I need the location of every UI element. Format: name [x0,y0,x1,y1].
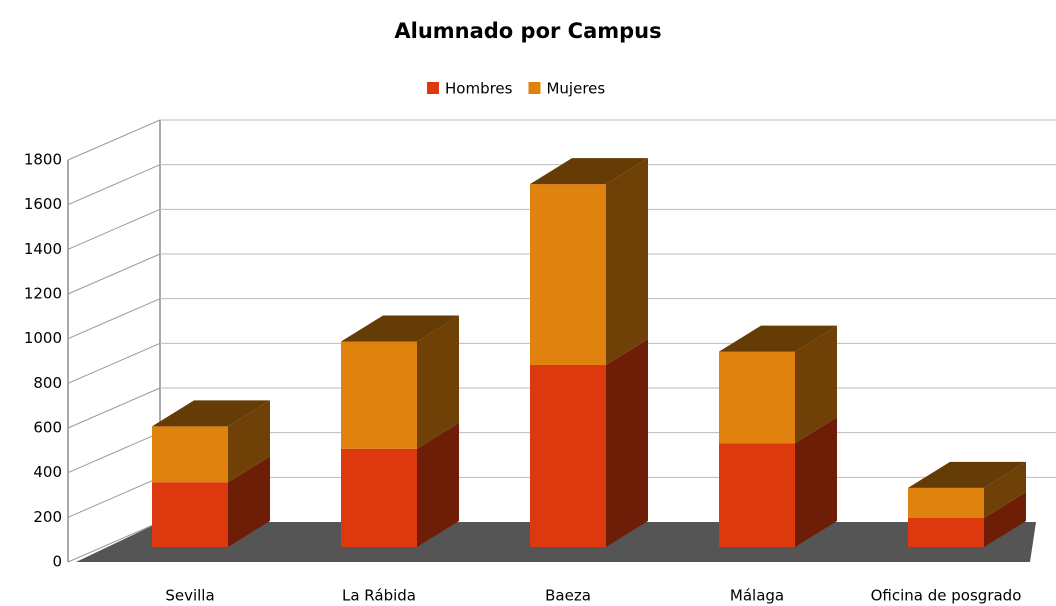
bar [341,448,417,547]
bar-side [417,422,459,547]
bar [530,184,606,365]
bar-side [228,456,270,547]
grid-line-side [67,521,161,563]
grid-line-side [67,476,161,518]
bar-side [228,400,270,483]
bar-side [795,417,837,547]
x-tick-label: Sevilla [165,587,214,605]
y-tick-label: 1200 [24,285,62,303]
y-tick-label: 1400 [24,240,62,258]
chart-title: Alumnado por Campus [394,19,661,43]
bar-top [341,315,459,342]
bar-top [719,325,837,352]
y-tick-label: 800 [33,374,62,392]
grid-line-side [67,387,161,429]
bar-top [530,158,648,185]
grid-line-side [67,164,161,206]
y-tick-label: 1600 [24,195,62,213]
bar-side [984,461,1026,518]
y-tick-label: 200 [33,508,62,526]
x-tick-label: Baeza [545,587,591,605]
y-tick-label: 1000 [24,329,62,347]
bar-side [606,338,648,547]
grid-line-side [67,253,161,295]
x-tick-label: Oficina de posgrado [871,587,1022,605]
bar [341,341,417,449]
grid-line-side [67,208,161,250]
y-tick-label: 1800 [24,151,62,169]
grid-line-side [67,298,161,340]
legend-swatch [427,82,439,94]
bar [908,517,984,547]
y-tick-label: 600 [33,419,62,437]
bar [908,487,984,518]
legend-label: Hombres [445,80,513,98]
bar-side [795,325,837,444]
grid-line-side [67,432,161,474]
x-tick-label: Málaga [730,587,784,605]
bar [719,351,795,444]
bar-side [984,491,1026,547]
bar-top [908,461,1026,488]
bar-top [152,400,270,427]
bar [152,482,228,547]
grid-line-side [67,342,161,384]
x-tick-label: La Rábida [342,587,416,605]
y-tick-label: 0 [52,553,62,571]
y-tick-label: 400 [33,463,62,481]
bar [719,443,795,547]
grid-line-side [67,119,161,161]
bar-side [417,315,459,449]
bar [530,364,606,547]
bar [152,426,228,483]
legend-label: Mujeres [546,80,605,98]
legend-swatch [528,82,541,94]
bar-side [606,158,648,365]
